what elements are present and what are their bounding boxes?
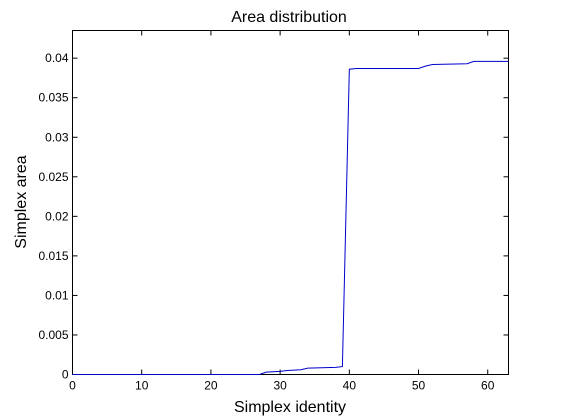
y-tick-label: 0.04 [45, 51, 69, 65]
x-tick-label: 40 [343, 379, 357, 393]
series-line [72, 60, 509, 375]
x-axis-ticks: 0 10 20 30 40 50 60 [69, 30, 495, 393]
y-tick-label: 0.03 [45, 130, 69, 144]
y-tick-label: 0.01 [45, 288, 69, 302]
x-tick-label: 50 [412, 379, 426, 393]
series-layer [72, 60, 509, 375]
y-axis-title: Simplex area [13, 155, 30, 248]
plot-area [72, 30, 509, 375]
x-tick-label: 10 [135, 379, 149, 393]
x-tick-label: 20 [204, 379, 218, 393]
x-tick-label: 60 [481, 379, 495, 393]
x-axis-title: Simplex identity [234, 399, 346, 416]
chart-title: Area distribution [231, 9, 347, 26]
y-axis-ticks: 0 0.005 0.01 0.015 0.02 0.025 0.03 0.035 0.04 [38, 51, 509, 382]
x-tick-label: 0 [69, 379, 76, 393]
x-tick-label: 30 [273, 379, 287, 393]
y-tick-label: 0 [62, 368, 69, 382]
y-tick-label: 0.025 [38, 170, 68, 184]
y-tick-label: 0.035 [38, 91, 68, 105]
y-tick-label: 0.005 [38, 328, 68, 342]
y-tick-label: 0.015 [38, 249, 68, 263]
y-tick-label: 0.02 [45, 209, 69, 223]
